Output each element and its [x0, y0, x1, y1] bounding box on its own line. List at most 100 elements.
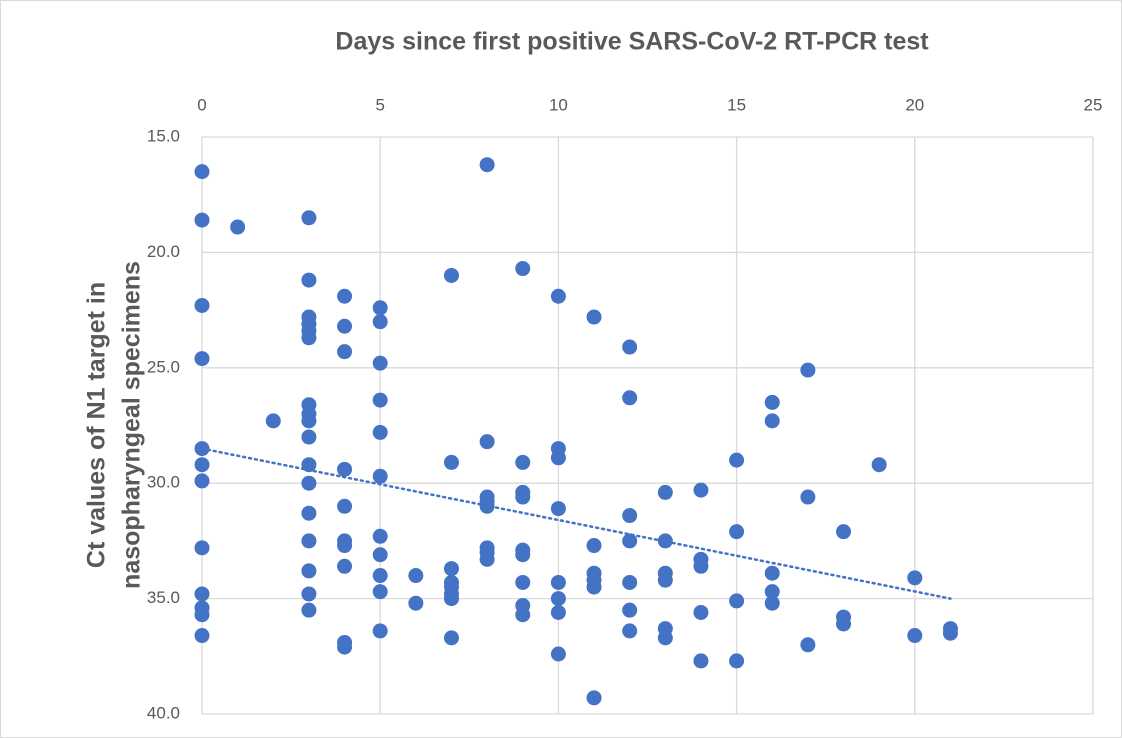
data-point	[693, 558, 709, 574]
data-point	[337, 538, 353, 554]
data-point	[836, 616, 852, 632]
data-point	[337, 318, 353, 334]
data-point	[622, 574, 638, 590]
data-point	[550, 574, 566, 590]
trendline	[200, 447, 952, 600]
x-tick-label: 15	[727, 95, 746, 114]
data-point	[515, 547, 531, 563]
data-point	[550, 450, 566, 466]
data-point	[693, 482, 709, 498]
data-point	[372, 392, 388, 408]
data-point	[800, 489, 816, 505]
x-tick-label: 20	[905, 95, 924, 114]
data-point	[372, 314, 388, 330]
data-point	[372, 568, 388, 584]
data-point	[515, 261, 531, 277]
data-point	[550, 501, 566, 517]
data-point	[301, 505, 317, 521]
data-point	[907, 570, 923, 586]
data-point	[729, 524, 745, 540]
data-point	[657, 572, 673, 588]
data-point	[622, 533, 638, 549]
data-point	[693, 604, 709, 620]
data-point	[764, 584, 780, 600]
y-axis-label: nasopharyngeal specimens	[118, 261, 146, 589]
x-tick-label: 0	[197, 95, 206, 114]
data-point	[301, 533, 317, 549]
data-point	[372, 300, 388, 316]
data-point	[443, 561, 459, 577]
y-tick-label: 40.0	[147, 703, 180, 722]
data-point	[301, 330, 317, 346]
data-point	[622, 508, 638, 524]
data-point	[443, 454, 459, 470]
data-point	[800, 362, 816, 378]
data-point	[515, 489, 531, 505]
data-point	[194, 351, 210, 367]
data-point	[372, 623, 388, 639]
data-point	[301, 563, 317, 579]
data-point	[764, 413, 780, 429]
data-point	[337, 558, 353, 574]
y-tick-label: 20.0	[147, 242, 180, 261]
data-point	[586, 579, 602, 595]
x-tick-label: 25	[1084, 95, 1103, 114]
data-point	[301, 413, 317, 429]
data-point	[337, 288, 353, 304]
data-point	[194, 212, 210, 228]
y-tick-label: 35.0	[147, 588, 180, 607]
data-point	[622, 602, 638, 618]
data-point	[622, 390, 638, 406]
data-point	[301, 210, 317, 226]
data-point	[764, 394, 780, 410]
data-point	[337, 498, 353, 514]
data-point	[194, 607, 210, 623]
data-point	[265, 413, 281, 429]
data-point	[301, 429, 317, 445]
y-tick-label: 15.0	[147, 126, 180, 145]
data-point	[693, 653, 709, 669]
data-point	[372, 528, 388, 544]
data-point	[515, 574, 531, 590]
data-point	[372, 424, 388, 440]
data-point	[408, 568, 424, 584]
y-axis-label: Ct values of N1 target in	[83, 282, 111, 568]
y-tick-label: 30.0	[147, 473, 180, 492]
data-point	[586, 309, 602, 325]
data-point	[194, 473, 210, 489]
data-point	[836, 524, 852, 540]
x-tick-label: 10	[549, 95, 568, 114]
data-point	[337, 639, 353, 655]
data-point	[515, 454, 531, 470]
data-point	[372, 355, 388, 371]
data-point	[479, 157, 495, 173]
data-point	[301, 602, 317, 618]
x-tick-label: 5	[375, 95, 384, 114]
data-point	[194, 628, 210, 644]
data-point	[515, 607, 531, 623]
data-point	[550, 646, 566, 662]
data-point	[194, 586, 210, 602]
data-point	[586, 538, 602, 554]
data-point	[301, 586, 317, 602]
data-point	[443, 630, 459, 646]
data-point	[230, 219, 246, 235]
data-point	[871, 457, 887, 473]
data-point	[194, 297, 210, 313]
data-point	[586, 690, 602, 706]
data-point	[301, 272, 317, 288]
data-point	[337, 344, 353, 360]
data-point	[372, 468, 388, 484]
data-point	[550, 591, 566, 607]
data-point	[622, 339, 638, 355]
data-point	[337, 461, 353, 477]
data-point	[800, 637, 816, 653]
data-point	[657, 484, 673, 500]
data-point	[764, 595, 780, 611]
data-point	[550, 604, 566, 620]
data-point	[372, 584, 388, 600]
data-point	[942, 625, 958, 641]
data-point	[443, 267, 459, 283]
data-point	[729, 653, 745, 669]
